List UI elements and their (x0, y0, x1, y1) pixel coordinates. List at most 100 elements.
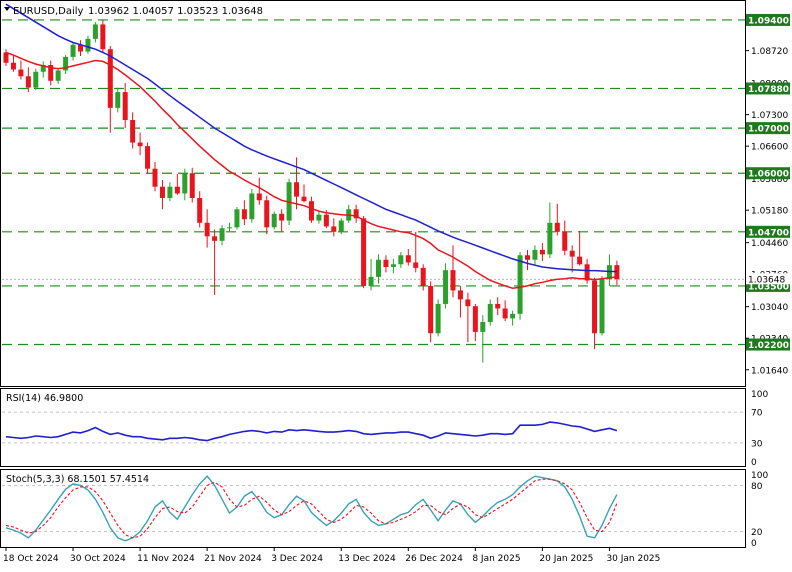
level-label: 1.07880 (748, 85, 789, 95)
price-pane-frame (0, 0, 746, 387)
candle-body (577, 256, 583, 265)
candle-body (390, 264, 396, 267)
candle-body (137, 142, 143, 147)
candle-body (420, 267, 426, 286)
candle-body (398, 255, 404, 265)
candle-body (174, 186, 180, 194)
candle-body (413, 262, 419, 268)
candle-body (502, 308, 508, 319)
candle-body (525, 255, 530, 260)
candle-body (338, 220, 344, 232)
rsi-tick-label: 70 (751, 409, 763, 419)
candle-body (189, 173, 195, 199)
candle-body (539, 249, 545, 255)
candle-body (271, 213, 277, 228)
level-label: 1.06000 (748, 170, 789, 180)
candle-body (130, 120, 136, 143)
date-tick-label: 30 Jan 2025 (606, 554, 660, 564)
date-tick-label: 3 Dec 2024 (271, 554, 323, 564)
candle-body (279, 213, 285, 221)
candle-body (167, 186, 173, 199)
level-label: 1.09400 (748, 16, 789, 26)
candle-body (40, 65, 46, 72)
stoch-label: Stoch(5,3,3) 68.1501 57.4514 (6, 474, 149, 485)
level-badge (746, 13, 790, 26)
rsi-pane-frame (0, 388, 746, 467)
candle-body (599, 279, 605, 334)
candle-body (361, 218, 367, 286)
candle-body (465, 299, 471, 307)
stoch-tick-label: 100 (751, 471, 768, 481)
candle-body (152, 168, 158, 187)
candle-body (517, 255, 523, 314)
candle-body (55, 70, 61, 81)
date-tick-label: 11 Nov 2024 (137, 554, 195, 564)
candle-body (264, 200, 270, 228)
price-tick-label: 1.06600 (751, 143, 788, 153)
candle-body (428, 285, 434, 334)
candle-body (107, 49, 113, 108)
candle-body (376, 259, 381, 277)
chevron-down-icon[interactable] (4, 7, 10, 11)
date-axis: 18 Oct 2024 30 Oct 2024 11 Nov 2024 21 Nov … (3, 547, 660, 564)
candle-body (241, 209, 247, 220)
candle-body (48, 65, 54, 81)
candle-body (443, 270, 449, 304)
candle-body (212, 236, 218, 241)
candle-body (323, 214, 329, 227)
rsi-indicator: 100 70 30 0 (2, 390, 768, 468)
candle-body (182, 173, 188, 194)
price-tick-label: 1.08720 (751, 47, 788, 57)
candle-body (480, 321, 486, 332)
candle-body (383, 259, 389, 267)
candle-body (197, 198, 203, 223)
rsi-tick-label: 30 (751, 439, 763, 449)
candle-body (584, 264, 590, 281)
date-tick-label: 20 Jan 2025 (539, 554, 593, 564)
current-price-label: 1.03648 (748, 276, 785, 286)
candle-body (204, 222, 210, 237)
candle-body (547, 222, 553, 255)
candle-body (100, 24, 106, 50)
level-badge (746, 225, 790, 238)
candle-body (85, 38, 91, 52)
moving-averages (5, 3, 617, 289)
candle-body (25, 76, 31, 88)
price-tick-label: 1.05180 (751, 207, 788, 217)
candle-body (115, 92, 121, 108)
candle-body (294, 182, 300, 197)
candle-body (450, 270, 456, 291)
candle-body (256, 193, 262, 201)
candle-body (435, 303, 441, 334)
level-label: 1.04700 (748, 228, 789, 238)
candle-body (219, 228, 225, 241)
level-badge (746, 167, 790, 180)
date-tick-label: 26 Dec 2024 (405, 554, 463, 564)
date-tick-label: 8 Jan 2025 (472, 554, 520, 564)
candle-body (301, 196, 307, 202)
candle-body (569, 250, 575, 257)
current-price-badge (746, 273, 790, 285)
price-tick-label: 1.05880 (751, 175, 788, 185)
candle-body (457, 290, 463, 300)
level-badge (746, 338, 790, 351)
stoch-tick-label: 0 (751, 539, 757, 549)
candle-body (227, 227, 232, 229)
candle-body (592, 280, 598, 334)
date-tick-label: 21 Nov 2024 (204, 554, 262, 564)
sma-slow-line (5, 3, 617, 273)
price-tick-label: 1.04460 (751, 239, 788, 249)
price-tick-label: 1.01640 (751, 366, 788, 376)
rsi-tick-label: 100 (751, 390, 768, 400)
price-levels (2, 19, 745, 346)
price-tick-label: 1.03040 (751, 303, 788, 313)
candle-body (562, 231, 568, 251)
candle-body (249, 193, 255, 220)
candle-body (3, 52, 9, 63)
candle-body (495, 303, 501, 309)
candle-body (92, 24, 98, 39)
candle-body (63, 56, 69, 71)
